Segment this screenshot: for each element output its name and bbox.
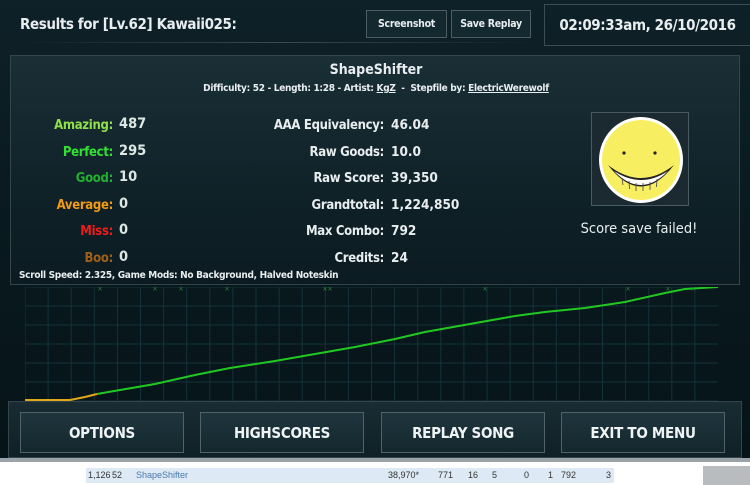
- avatar: [591, 112, 689, 206]
- graph-grid: [25, 287, 718, 401]
- miss-count: 1: [548, 470, 554, 480]
- datetime: 02:09:33am, 26/10/2016: [544, 4, 750, 46]
- miss-marker: ×: [625, 287, 630, 293]
- highscores-button[interactable]: HIGHSCORES: [200, 412, 364, 453]
- judgement-value: 10: [119, 169, 138, 185]
- stepfile-label: - Stepfile by:: [395, 83, 469, 94]
- stat-label: Credits:: [334, 250, 385, 266]
- judgement-value: 295: [119, 142, 147, 159]
- score-table-row[interactable]: 1,126 52 ShapeShifter 38,970* 771 16 5 0…: [86, 468, 614, 483]
- results-panel: ShapeShifter Difficulty: 52 - Length: 1:…: [10, 55, 740, 285]
- good-count: 5: [492, 470, 498, 480]
- miss-marker: ×: [327, 287, 332, 293]
- judgement-label: Boo:: [84, 250, 114, 266]
- judgement-value: 487: [119, 116, 147, 132]
- miss-marker: ×: [224, 287, 229, 293]
- miss-marker: ×: [97, 287, 102, 293]
- judgement-label: Amazing:: [54, 118, 113, 133]
- stat-value: 46.04: [391, 117, 430, 133]
- mods-info: Scroll Speed: 2.325, Game Mods: No Backg…: [19, 270, 339, 281]
- song-meta: Difficulty: 52 - Length: 1:28 - Artist: …: [11, 83, 741, 94]
- divider: [15, 42, 540, 43]
- amazing-count: 771: [438, 470, 454, 480]
- score-graph: × × × × × × × × × ×: [25, 287, 718, 401]
- miss-marker: ×: [322, 287, 327, 293]
- judgement-label: Average:: [56, 197, 114, 213]
- judgement-value: 0: [119, 222, 129, 238]
- stat-value: 24: [391, 249, 408, 266]
- stat-label: Max Combo:: [305, 224, 384, 239]
- stat-label: Raw Goods:: [309, 144, 385, 160]
- options-button[interactable]: OPTIONS: [20, 412, 184, 453]
- miss-marker: ×: [178, 287, 183, 293]
- judgement-label: Miss:: [80, 224, 113, 239]
- save-status: Score save failed!: [580, 221, 698, 237]
- stat-label: AAA Equivalency:: [273, 118, 384, 133]
- miss-marker: ×: [482, 287, 487, 293]
- save-replay-button[interactable]: Save Replay: [451, 10, 531, 38]
- stat-label: Grandtotal:: [311, 197, 385, 213]
- exit-to-menu-button[interactable]: EXIT TO MENU: [561, 412, 725, 453]
- screenshot-button[interactable]: Screenshot: [366, 10, 447, 38]
- score: 38,970*: [388, 470, 420, 480]
- artist-link[interactable]: KgZ: [376, 83, 396, 94]
- graph-line-early: [25, 393, 98, 401]
- level: 52: [112, 470, 123, 480]
- max-combo: 792: [561, 470, 577, 480]
- judgement-value: 0: [119, 195, 129, 212]
- judgement-label: Perfect:: [62, 144, 113, 160]
- miss-marker: ×: [690, 287, 695, 293]
- stat-label: Raw Score:: [313, 171, 384, 186]
- song-title: ShapeShifter: [329, 62, 423, 78]
- perfect-count: 16: [468, 470, 479, 480]
- graph-line: [96, 287, 718, 395]
- judgement-label: Good:: [75, 171, 114, 186]
- stat-value: 1,224,850: [391, 196, 460, 213]
- song-link[interactable]: ShapeShifter: [136, 470, 189, 480]
- stat-value: 10.0: [391, 143, 421, 160]
- extra-value: 3: [606, 470, 612, 480]
- replay-song-button[interactable]: REPLAY SONG: [381, 412, 545, 453]
- results-screen: Results for [Lv.62] Kawaii025: Screensho…: [0, 0, 750, 462]
- scrollbar-area: [703, 466, 750, 485]
- rank: 1,126: [88, 470, 111, 480]
- average-count: 0: [524, 470, 530, 480]
- stat-value: 39,350: [391, 170, 438, 186]
- miss-marker: ×: [152, 287, 157, 293]
- difficulty-length: Difficulty: 52 - Length: 1:28 - Artist:: [203, 83, 377, 94]
- results-title: Results for [Lv.62] Kawaii025:: [20, 15, 237, 33]
- smiling-face-icon: [599, 117, 683, 203]
- stepfile-author-link[interactable]: ElectricWerewolf: [468, 83, 549, 94]
- miss-marker: ×: [665, 287, 670, 293]
- judgement-value: 0: [119, 248, 129, 265]
- stat-value: 792: [391, 223, 417, 239]
